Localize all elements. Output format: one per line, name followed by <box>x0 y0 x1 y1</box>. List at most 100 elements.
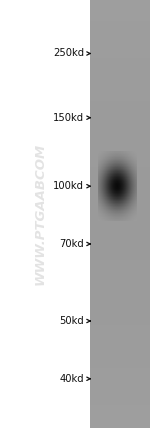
Bar <box>109 175 110 176</box>
Bar <box>104 217 105 218</box>
Bar <box>90 426 150 428</box>
Bar <box>106 210 107 211</box>
Bar <box>102 211 103 212</box>
Bar <box>124 178 125 179</box>
Bar <box>98 192 99 193</box>
Bar <box>90 74 150 76</box>
Bar <box>121 190 122 191</box>
Bar <box>90 296 150 298</box>
Bar <box>119 210 120 211</box>
Bar <box>126 198 127 199</box>
Bar <box>133 212 134 213</box>
Bar <box>124 216 125 217</box>
Bar <box>124 185 125 186</box>
Bar <box>98 219 99 220</box>
Bar <box>128 168 129 169</box>
Bar <box>107 183 108 184</box>
Bar <box>121 167 122 168</box>
Bar <box>116 208 117 209</box>
Bar <box>90 219 150 221</box>
Bar <box>130 166 131 167</box>
Bar <box>126 181 127 182</box>
Bar <box>102 187 103 188</box>
Bar <box>123 202 124 203</box>
Bar <box>106 211 107 212</box>
Bar <box>119 182 120 183</box>
Bar <box>103 161 104 162</box>
Bar <box>113 204 114 205</box>
Bar <box>124 204 125 205</box>
Bar <box>104 151 105 152</box>
Bar <box>106 170 107 171</box>
Bar <box>101 183 102 184</box>
Bar <box>119 204 120 205</box>
Bar <box>113 185 114 186</box>
Bar <box>110 185 111 186</box>
Bar <box>90 97 150 98</box>
Bar <box>122 181 123 182</box>
Bar <box>90 7 150 9</box>
Bar <box>132 194 133 195</box>
Bar <box>131 200 132 201</box>
Bar <box>90 409 150 411</box>
Bar <box>98 198 99 199</box>
Bar <box>118 170 119 171</box>
Bar <box>126 202 127 203</box>
Bar <box>112 211 113 212</box>
Bar <box>90 368 150 369</box>
Bar <box>124 219 125 220</box>
Bar <box>117 173 118 174</box>
Bar <box>102 220 103 221</box>
Bar <box>134 164 135 165</box>
Bar <box>121 196 122 197</box>
Bar <box>90 308 150 309</box>
Bar <box>90 419 150 421</box>
Bar <box>119 153 120 154</box>
Bar <box>106 168 107 169</box>
Bar <box>133 152 134 153</box>
Bar <box>128 204 129 205</box>
Bar <box>117 165 118 166</box>
Bar <box>132 211 133 212</box>
Bar <box>99 213 100 214</box>
Bar <box>107 181 108 182</box>
Bar <box>123 206 124 207</box>
Bar <box>100 181 101 182</box>
Bar <box>119 176 120 177</box>
Bar <box>110 188 111 189</box>
Bar <box>98 172 99 173</box>
Bar <box>102 162 103 163</box>
Bar <box>134 166 135 167</box>
Bar <box>107 191 108 192</box>
Bar <box>118 208 119 209</box>
Bar <box>133 209 134 210</box>
Bar <box>106 188 107 189</box>
Bar <box>108 187 109 188</box>
Bar <box>107 202 108 203</box>
Bar <box>105 207 106 208</box>
Bar <box>130 186 131 187</box>
Bar <box>120 189 121 190</box>
Bar <box>99 152 100 153</box>
Bar <box>103 214 104 215</box>
Bar <box>102 181 103 182</box>
Bar <box>128 207 129 208</box>
Bar <box>131 215 132 216</box>
Bar <box>108 215 109 216</box>
Bar <box>125 185 126 186</box>
Bar <box>120 215 121 216</box>
Bar <box>90 265 150 267</box>
Bar <box>109 216 110 217</box>
Bar <box>99 160 100 161</box>
Bar <box>118 176 119 177</box>
Bar <box>115 185 116 186</box>
Bar <box>100 185 101 186</box>
Bar <box>112 192 113 193</box>
Bar <box>116 177 117 178</box>
Bar <box>103 170 104 171</box>
Bar <box>121 207 122 208</box>
Bar <box>125 193 126 194</box>
Bar <box>131 198 132 199</box>
Bar <box>131 171 132 172</box>
Bar <box>125 151 126 152</box>
